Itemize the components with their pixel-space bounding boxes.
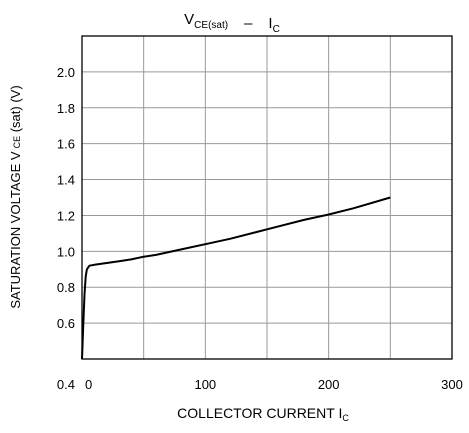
y-tick-label: 1.0	[57, 244, 75, 259]
y-tick-label: 0.6	[57, 316, 75, 331]
y-tick-label: 1.2	[57, 208, 75, 223]
y-tick-label: 1.4	[57, 173, 75, 188]
plot-frame	[81, 35, 453, 360]
y-tick-label: 0.8	[57, 280, 75, 295]
x-axis-label: COLLECTOR CURRENT IC	[177, 405, 349, 423]
x-tick-label: 100	[194, 377, 216, 392]
x-tick-label: 300	[441, 377, 463, 392]
y-tick-label: 1.8	[57, 101, 75, 116]
y-tick-label: 0.4	[57, 377, 75, 392]
x-tick-label: 200	[318, 377, 340, 392]
y-tick-label: 2.0	[57, 65, 75, 80]
chart-title: VCE(sat) – IC	[184, 11, 280, 35]
series-line	[81, 196, 391, 360]
y-tick-label: 1.6	[57, 137, 75, 152]
y-axis-label: SATURATION VOLTAGE VCE (sat) (V)	[8, 85, 23, 308]
x-tick-label: 0	[85, 377, 92, 392]
